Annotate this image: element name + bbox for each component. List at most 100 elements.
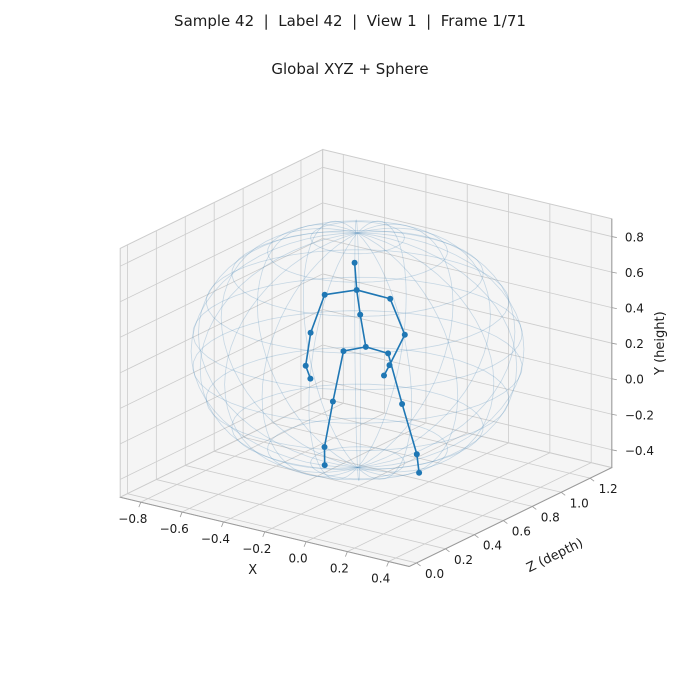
tick-mark bbox=[445, 548, 450, 553]
grid-line bbox=[388, 462, 592, 562]
sphere-meridian bbox=[197, 231, 358, 468]
z-tick-label: 0.8 bbox=[541, 510, 560, 524]
skeleton-bone bbox=[309, 294, 326, 334]
grid-line bbox=[185, 465, 475, 536]
skeleton-bone bbox=[353, 262, 358, 291]
x-tick-label: 0.2 bbox=[330, 562, 349, 576]
sphere-parallel bbox=[192, 310, 523, 424]
y-tick-label: 0.0 bbox=[625, 373, 644, 387]
grid-line bbox=[300, 408, 591, 479]
skeleton-joint-r_hip bbox=[385, 350, 392, 357]
grid-line bbox=[140, 402, 344, 503]
skeleton-bone bbox=[332, 350, 345, 402]
axes-title: Global XYZ + Sphere bbox=[271, 60, 429, 78]
x-axis-label: X bbox=[248, 563, 257, 578]
tick-mark bbox=[221, 521, 224, 528]
sphere-parallel bbox=[205, 346, 510, 452]
skeleton-bone bbox=[387, 353, 403, 405]
skeleton-joint-spine bbox=[357, 311, 364, 318]
sphere-meridian bbox=[261, 232, 358, 477]
skeleton-bone bbox=[365, 346, 389, 355]
grid-line bbox=[322, 309, 612, 380]
grid-line bbox=[322, 237, 612, 309]
skeleton-joint-r_hand bbox=[381, 372, 387, 379]
skeleton-bone bbox=[389, 298, 406, 335]
z-tick-label: 0.6 bbox=[512, 525, 531, 539]
skeleton-joint-l_wrist bbox=[302, 362, 309, 369]
grid-line bbox=[120, 238, 323, 338]
sphere-parallel bbox=[231, 230, 484, 317]
figure-suptitle: Sample 42 | Label 42 | View 1 | Frame 1/… bbox=[174, 12, 526, 30]
skeleton-bone bbox=[356, 289, 391, 300]
skeleton-bone bbox=[324, 289, 357, 296]
sphere-meridian bbox=[308, 232, 358, 480]
sphere-meridian bbox=[190, 232, 358, 468]
tick-mark bbox=[611, 342, 617, 345]
sphere-meridian bbox=[256, 224, 358, 468]
tick-mark bbox=[303, 541, 307, 547]
tick-mark bbox=[262, 531, 266, 537]
skeleton-joint-r_knee bbox=[399, 401, 406, 407]
grid-line bbox=[120, 344, 323, 445]
skeleton-joint-r_wrist bbox=[386, 362, 393, 369]
sphere-meridian bbox=[220, 228, 358, 468]
z-axis-label: Z (depth) bbox=[524, 536, 585, 576]
sphere-meridian bbox=[302, 220, 358, 468]
skeleton-bone bbox=[416, 454, 420, 473]
tick-mark bbox=[474, 534, 479, 538]
tick-mark bbox=[138, 502, 142, 508]
sphere-parallel bbox=[267, 417, 448, 481]
skeleton-bone bbox=[359, 314, 367, 348]
sphere-meridian bbox=[357, 220, 407, 468]
grid-line bbox=[214, 450, 504, 521]
skeleton-joint-pelvis bbox=[362, 343, 369, 350]
grid-line bbox=[120, 202, 323, 303]
y-tick-label: 0.8 bbox=[625, 231, 644, 245]
sphere-meridian bbox=[357, 231, 516, 468]
tick-mark bbox=[503, 520, 508, 524]
tick-mark bbox=[611, 378, 617, 381]
sphere-meridian bbox=[357, 232, 361, 482]
tick-mark bbox=[345, 551, 348, 557]
grid-line bbox=[322, 166, 612, 237]
y-tick-label: 0.6 bbox=[625, 266, 644, 280]
y-axis-label: Y (height) bbox=[653, 311, 668, 376]
grid-line bbox=[120, 273, 323, 374]
x-tick-label: 0.0 bbox=[289, 552, 308, 566]
sphere-meridian bbox=[357, 232, 518, 470]
skeleton-joint-r_elbow bbox=[401, 331, 408, 338]
skeleton-joint-l_hip bbox=[340, 348, 347, 355]
skeleton-joint-l_elbow bbox=[307, 329, 314, 336]
x-tick-label: −0.2 bbox=[242, 542, 271, 556]
grid-line bbox=[322, 273, 612, 344]
sphere-parallel bbox=[310, 221, 405, 255]
y-tick-label: 0.4 bbox=[625, 302, 644, 316]
grid-line bbox=[243, 436, 533, 507]
skeleton-joint-l_foot bbox=[321, 462, 328, 469]
skeleton-joint-head bbox=[351, 259, 358, 266]
tick-mark bbox=[532, 506, 537, 510]
skeleton-joint-l_hand bbox=[307, 375, 314, 382]
grid-line bbox=[264, 432, 468, 533]
y-tick-label: −0.4 bbox=[625, 444, 654, 458]
tick-mark bbox=[416, 562, 421, 567]
y-tick-label: 0.2 bbox=[625, 337, 644, 351]
z-tick-label: 1.2 bbox=[599, 482, 618, 496]
sphere-meridian bbox=[357, 232, 495, 473]
tick-mark bbox=[560, 491, 566, 496]
skeleton-joint-l_knee bbox=[329, 398, 336, 405]
skeleton-joint-neck bbox=[353, 287, 360, 293]
tick-labels: −0.8 −0.6 −0.4 −0.2 0.0 0.2 0.4 0.0 0.2 0.4 0.6 0.8… bbox=[118, 231, 654, 586]
grid-line bbox=[223, 422, 427, 523]
sphere-parallel bbox=[192, 276, 523, 391]
grid-line bbox=[181, 412, 385, 513]
tick-mark bbox=[386, 561, 390, 567]
tick-mark bbox=[611, 449, 617, 452]
x-tick-label: 0.4 bbox=[371, 572, 390, 586]
grid-lines bbox=[120, 154, 612, 564]
sphere-parallel bbox=[310, 446, 405, 480]
grid-line bbox=[322, 202, 612, 273]
grid-line bbox=[120, 380, 323, 480]
